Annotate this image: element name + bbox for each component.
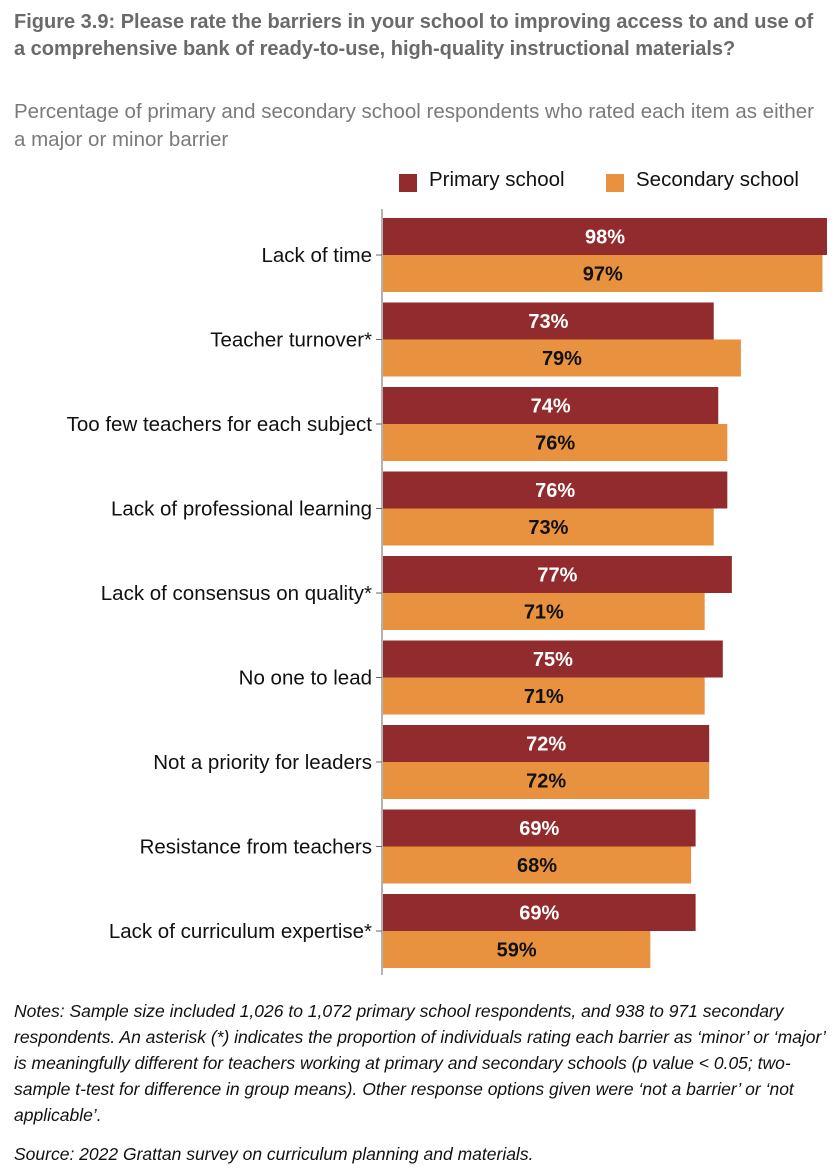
data-label: 72%	[526, 771, 566, 793]
legend-swatch-primary	[399, 174, 417, 192]
bar-primary	[383, 471, 728, 509]
legend-label-secondary: Secondary school	[636, 168, 799, 191]
bar-secondary	[383, 508, 714, 546]
legend-label-primary: Primary school	[429, 168, 565, 191]
bar-primary	[383, 218, 827, 255]
category-label: Teacher turnover*	[210, 329, 372, 352]
bar-secondary	[383, 762, 710, 799]
bar-primary	[383, 725, 710, 762]
data-label: 77%	[537, 565, 577, 587]
bar-secondary	[383, 255, 823, 292]
data-label: 68%	[517, 855, 557, 877]
bar-primary	[383, 894, 696, 931]
bar-secondary	[383, 339, 741, 377]
data-label: 97%	[583, 264, 623, 286]
category-label: Lack of professional learning	[111, 498, 372, 521]
bar-primary	[383, 640, 723, 678]
data-label: 75%	[533, 649, 573, 671]
bar-secondary	[383, 593, 705, 630]
source-text: Source: 2022 Grattan survey on curriculu…	[14, 1144, 534, 1164]
chart-subtitle: Percentage of primary and secondary scho…	[14, 100, 814, 151]
bar-chart: Lack of time 98% 97% Teacher turnover* 73% 79…	[67, 209, 827, 975]
data-label: 73%	[528, 311, 568, 333]
data-label: 98%	[585, 227, 625, 249]
data-label: 69%	[519, 903, 559, 925]
bar-secondary	[383, 424, 728, 461]
category-label: No one to lead	[239, 667, 372, 690]
category-label: Lack of time	[261, 244, 372, 267]
chart-title: Figure 3.9: Please rate the barriers in …	[14, 11, 814, 60]
category-label: Too few teachers for each subject	[67, 413, 373, 436]
category-label: Lack of consensus on quality*	[101, 582, 372, 605]
bar-primary	[383, 387, 719, 424]
data-label: 71%	[524, 602, 564, 624]
legend-swatch-secondary	[606, 174, 624, 192]
category-label: Resistance from teachers	[140, 836, 372, 859]
data-label: 79%	[542, 348, 582, 370]
data-label: 76%	[535, 480, 575, 502]
data-label: 76%	[535, 433, 575, 455]
bar-secondary	[383, 931, 651, 968]
category-label: Lack of curriculum expertise*	[109, 920, 372, 943]
data-label: 74%	[531, 396, 571, 418]
category-label: Not a priority for leaders	[153, 751, 372, 774]
bar-primary	[383, 302, 714, 340]
data-label: 59%	[497, 940, 537, 962]
bar-secondary	[383, 677, 705, 715]
bar-primary	[383, 556, 732, 593]
notes-text: Notes: Sample size included 1,026 to 1,0…	[14, 1001, 825, 1125]
bar-secondary	[383, 846, 692, 884]
data-label: 73%	[528, 517, 568, 539]
data-label: 69%	[519, 818, 559, 840]
data-label: 72%	[526, 734, 566, 756]
bar-primary	[383, 809, 696, 847]
data-label: 71%	[524, 686, 564, 708]
